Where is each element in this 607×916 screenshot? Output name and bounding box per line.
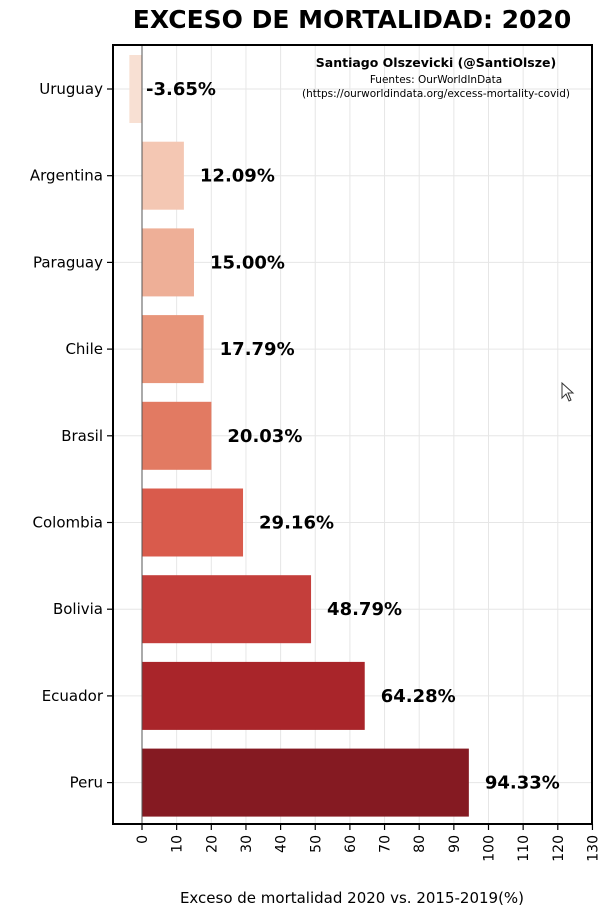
bar: [142, 488, 244, 557]
x-tick-labels: 0 10 20 30 40 50 60 70 80 90 100 110 120 130: [135, 824, 601, 862]
cursor-icon: [561, 381, 575, 402]
bar: [142, 575, 312, 644]
bars: [129, 55, 469, 817]
credit-source: Fuentes: OurWorldInData: [370, 74, 502, 86]
x-tick-label: 70: [378, 835, 394, 853]
data-labels: -3.65% 12.09% 15.00% 17.79% 20.03% 29.16% 48.7…: [146, 79, 560, 794]
data-label: 20.03%: [227, 426, 302, 447]
bar: [142, 748, 469, 817]
bar: [142, 315, 204, 384]
x-tick-label: 100: [482, 835, 498, 862]
chart-title: EXCESO DE MORTALIDAD: 2020: [133, 5, 571, 34]
data-label: -3.65%: [146, 79, 216, 100]
x-tick-label: 60: [343, 835, 359, 853]
bar: [142, 228, 194, 297]
category-label: Ecuador: [42, 687, 104, 705]
x-tick-label: 110: [516, 835, 532, 862]
x-tick-label: 30: [239, 835, 255, 853]
bar: [129, 55, 142, 123]
data-label: 29.16%: [259, 513, 334, 534]
category-label: Uruguay: [39, 80, 103, 98]
data-label: 15.00%: [210, 252, 285, 273]
credit-url: (https://ourworldindata.org/excess-morta…: [302, 88, 570, 100]
data-label: 12.09%: [200, 166, 275, 187]
bar: [142, 661, 365, 730]
credit-author: Santiago Olszevicki (@SantiOlsze): [316, 55, 556, 70]
data-label: 64.28%: [381, 686, 456, 707]
data-label: 17.79%: [220, 339, 295, 360]
x-tick-label: 90: [447, 835, 463, 853]
data-label: 94.33%: [485, 773, 560, 794]
plot-frame: [112, 44, 593, 825]
data-label: 48.79%: [327, 599, 402, 620]
category-label: Brasil: [61, 427, 103, 445]
category-label: Colombia: [33, 514, 104, 532]
category-label: Bolivia: [53, 600, 103, 618]
x-tick-label: 80: [412, 835, 428, 853]
category-label: Peru: [70, 774, 103, 792]
x-tick-label: 120: [551, 835, 567, 862]
x-tick-label: 10: [170, 835, 186, 853]
credits: Santiago Olszevicki (@SantiOlsze) Fuente…: [302, 55, 570, 100]
x-axis-label: Exceso de mortalidad 2020 vs. 2015-2019(…: [180, 889, 524, 907]
category-label: Chile: [65, 340, 103, 358]
x-tick-label: 0: [135, 835, 151, 844]
category-label: Argentina: [30, 167, 103, 185]
x-tick-label: 20: [204, 835, 220, 853]
bar: [142, 141, 184, 210]
category-label: Paraguay: [33, 253, 103, 271]
bar: [142, 401, 212, 470]
category-labels: Uruguay Argentina Paraguay Chile Brasil Colom…: [30, 80, 113, 792]
x-tick-label: 130: [585, 835, 601, 862]
x-tick-label: 40: [274, 835, 290, 853]
x-tick-label: 50: [308, 835, 324, 853]
